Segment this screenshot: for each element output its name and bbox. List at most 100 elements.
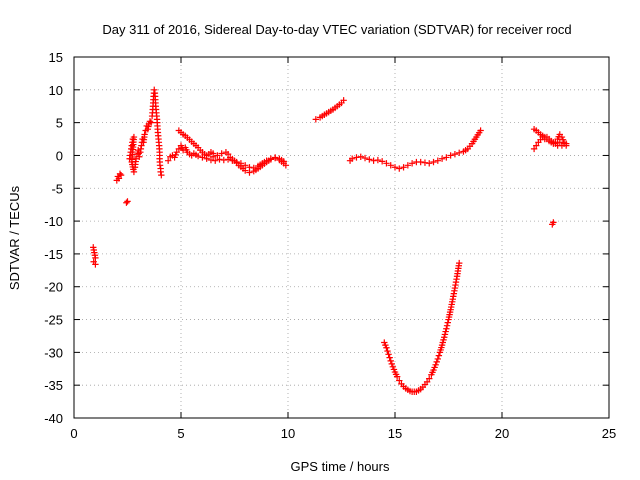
data-point xyxy=(132,155,140,162)
data-point xyxy=(92,254,99,262)
data-point xyxy=(370,157,377,164)
data-point xyxy=(432,361,439,369)
data-point xyxy=(218,150,225,157)
y-tick-label: -5 xyxy=(51,181,63,196)
x-tick-label: 5 xyxy=(177,426,184,441)
data-point xyxy=(271,154,279,161)
data-point xyxy=(212,157,219,164)
data-point xyxy=(92,261,99,268)
data-point xyxy=(203,155,210,162)
data-point xyxy=(443,322,451,329)
data-point xyxy=(434,157,441,164)
data-point xyxy=(242,167,249,174)
data-point xyxy=(157,168,164,176)
data-point xyxy=(115,175,123,182)
data-point xyxy=(563,140,570,147)
data-point xyxy=(357,153,364,160)
data-point xyxy=(456,149,463,157)
y-tick-label: -25 xyxy=(44,313,63,328)
y-tick-label: -20 xyxy=(44,280,63,295)
y-tick-label: 10 xyxy=(49,83,63,98)
y-tick-label: -10 xyxy=(44,214,63,229)
grid xyxy=(74,57,609,418)
y-tick-label: 0 xyxy=(56,148,63,163)
data-point xyxy=(199,154,206,161)
data-point xyxy=(456,259,463,267)
chart-title: Day 311 of 2016, Sidereal Day-to-day VTE… xyxy=(102,22,571,37)
data-point xyxy=(124,198,131,205)
data-point xyxy=(194,152,202,160)
x-tick-label: 15 xyxy=(388,426,402,441)
data-point xyxy=(312,116,320,123)
data-point xyxy=(530,145,538,153)
data-point xyxy=(408,160,416,167)
data-point xyxy=(123,199,130,206)
data-point xyxy=(349,155,356,162)
data-point xyxy=(477,127,484,134)
data-point xyxy=(280,158,287,165)
data-point xyxy=(220,156,227,164)
y-tick-label: -30 xyxy=(44,345,63,360)
x-tick-label: 10 xyxy=(281,426,295,441)
data-point xyxy=(387,357,394,365)
data-point xyxy=(400,164,407,171)
data-point xyxy=(117,171,125,179)
data-point xyxy=(361,154,369,162)
data-point xyxy=(404,162,412,169)
data-point xyxy=(175,145,183,153)
x-axis-label: GPS time / hours xyxy=(291,459,390,474)
data-point xyxy=(385,351,392,358)
data-point xyxy=(282,162,290,169)
data-point xyxy=(224,150,232,158)
y-tick-label: -15 xyxy=(44,247,63,262)
data-point xyxy=(383,160,390,167)
x-tick-label: 25 xyxy=(602,426,616,441)
y-tick-label: 5 xyxy=(56,116,63,131)
data-point xyxy=(136,153,143,160)
data-point xyxy=(550,219,557,226)
data-point xyxy=(366,156,373,163)
data-point xyxy=(267,156,275,163)
data-point xyxy=(447,152,454,159)
data-point xyxy=(378,158,386,165)
data-point xyxy=(391,164,399,171)
y-axis-label: SDTVAR / TECUs xyxy=(7,185,22,290)
axis-ticks: 0 5 10 15 20 25 -40 -35 -30 -25 -20 -15 -10 -5 0 5 10 15 xyxy=(44,50,616,441)
data-point xyxy=(173,148,180,156)
data-point xyxy=(441,331,449,338)
data-point xyxy=(442,328,449,335)
data-point xyxy=(388,360,395,368)
data-point xyxy=(451,150,459,158)
plot-frame xyxy=(73,56,610,419)
data-point xyxy=(433,358,440,366)
data-point xyxy=(533,142,540,149)
y-tick-label: -40 xyxy=(44,411,63,426)
data-point xyxy=(156,162,164,169)
data-point xyxy=(116,170,124,178)
data-point xyxy=(209,153,217,160)
data-point xyxy=(426,375,433,382)
data-point xyxy=(421,159,429,166)
data-point xyxy=(387,162,394,169)
data-point xyxy=(430,158,437,166)
x-tick-label: 0 xyxy=(70,426,77,441)
data-point xyxy=(556,139,563,146)
data-point xyxy=(164,157,172,164)
data-point xyxy=(216,156,223,163)
data-point xyxy=(158,171,165,179)
data-point xyxy=(374,156,382,164)
data-point xyxy=(444,319,451,326)
x-tick-label: 20 xyxy=(495,426,509,441)
data-point xyxy=(207,156,215,164)
data-point xyxy=(443,154,450,161)
data-points xyxy=(90,86,570,395)
data-point xyxy=(393,373,401,380)
data-point xyxy=(146,118,154,125)
data-point xyxy=(435,352,443,359)
data-point xyxy=(426,160,433,167)
data-point xyxy=(246,169,253,176)
data-point xyxy=(423,378,431,386)
data-point xyxy=(417,158,424,166)
y-tick-label: -35 xyxy=(44,378,63,393)
